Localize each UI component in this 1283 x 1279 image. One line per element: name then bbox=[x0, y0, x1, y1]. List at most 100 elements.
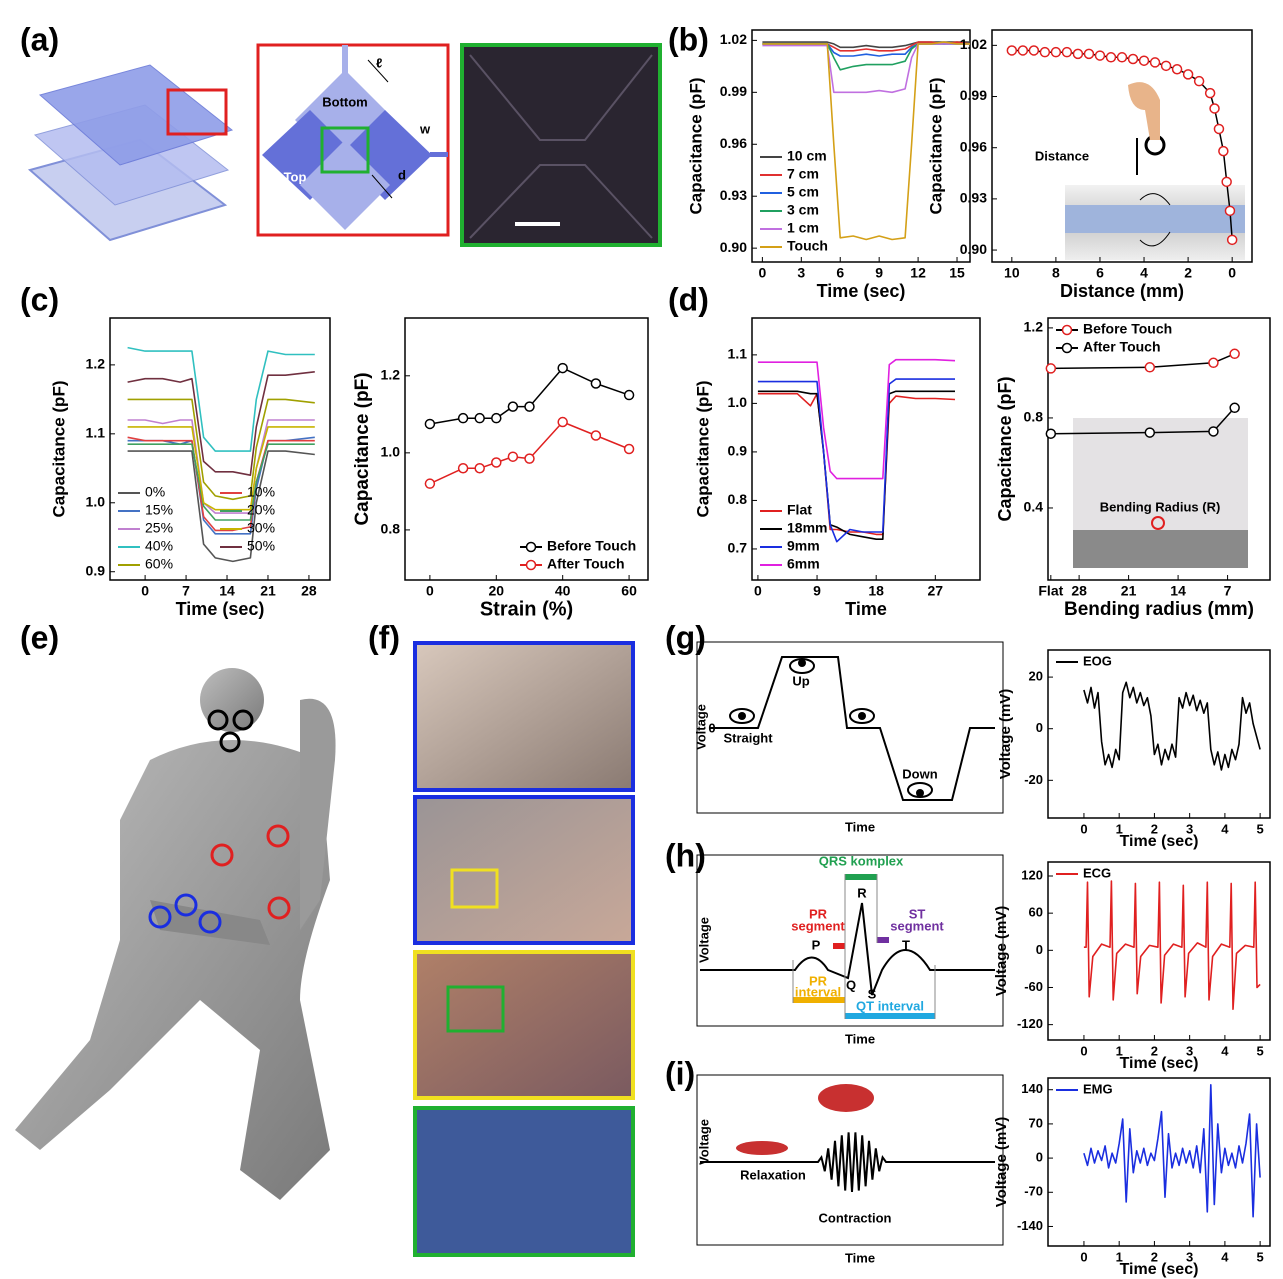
data-point bbox=[459, 464, 468, 473]
label: Bottom bbox=[322, 94, 368, 109]
x-tick-label: 21 bbox=[260, 583, 276, 599]
y-tick-label: 0.96 bbox=[720, 135, 747, 151]
data-point bbox=[475, 414, 484, 423]
data-point bbox=[1145, 363, 1154, 372]
data-point bbox=[558, 364, 567, 373]
legend-label: 6mm bbox=[787, 556, 820, 572]
bending-photo-part bbox=[1073, 530, 1248, 568]
data-point bbox=[425, 479, 434, 488]
ecg-diagram-part bbox=[697, 855, 1003, 1026]
legend-label: 20% bbox=[247, 502, 275, 518]
data-point bbox=[1046, 364, 1055, 373]
label: Distance bbox=[1035, 148, 1089, 163]
label: Q bbox=[846, 977, 856, 992]
panel-label: (a) bbox=[20, 21, 59, 57]
eog-diagram-part bbox=[710, 657, 995, 800]
distance-inset-part bbox=[1065, 205, 1245, 233]
y-axis-label: Capacitance (pF) bbox=[693, 381, 712, 518]
y-tick-label: 1.02 bbox=[960, 36, 987, 52]
x-tick-label: 9 bbox=[875, 265, 883, 281]
data-point bbox=[1084, 49, 1093, 58]
x-tick-label: 2 bbox=[1184, 265, 1192, 281]
data-point bbox=[1184, 70, 1193, 79]
data-point bbox=[1129, 55, 1138, 64]
legend-marker bbox=[527, 543, 536, 552]
label: interval bbox=[795, 984, 841, 999]
y-tick-label: 1.2 bbox=[381, 366, 401, 382]
body-model bbox=[15, 668, 336, 1200]
y-axis-label: Voltage (mV) bbox=[993, 906, 1010, 997]
data-point bbox=[1230, 403, 1239, 412]
eog-diagram-part bbox=[798, 659, 806, 667]
ecg-diagram-part bbox=[845, 1013, 935, 1019]
x-tick-label: 10 bbox=[1004, 265, 1020, 281]
x-tick-label: 28 bbox=[1071, 583, 1087, 599]
electrode-schematic bbox=[258, 45, 448, 235]
y-tick-label: 1.2 bbox=[1024, 319, 1044, 335]
legend-label: 40% bbox=[145, 538, 173, 554]
data-point bbox=[1051, 48, 1060, 57]
y-tick-label: 1.0 bbox=[86, 493, 106, 509]
data-point bbox=[1219, 147, 1228, 156]
y-tick-label: 120 bbox=[1021, 867, 1043, 882]
x-tick-label: 7 bbox=[182, 583, 190, 599]
legend-label: 3 cm bbox=[787, 202, 819, 218]
legend-label: 60% bbox=[145, 556, 173, 572]
legend-label: After Touch bbox=[1083, 339, 1161, 355]
legend-label: EOG bbox=[1083, 653, 1112, 668]
data-point bbox=[508, 452, 517, 461]
eog-diagram-part bbox=[738, 712, 746, 720]
data-point bbox=[1118, 53, 1127, 62]
body-model-part bbox=[15, 740, 330, 1200]
chart: 012345-120-60060120Time (sec)Voltage (mV… bbox=[993, 862, 1270, 1072]
y-tick-label: 0.90 bbox=[960, 241, 987, 257]
data-point bbox=[525, 402, 534, 411]
x-tick-label: 28 bbox=[301, 583, 317, 599]
y-tick-label: 0.4 bbox=[1024, 499, 1044, 515]
x-tick-label: 5 bbox=[1257, 1043, 1264, 1058]
legend-marker bbox=[1063, 344, 1072, 353]
x-tick-label: 0 bbox=[754, 583, 762, 599]
legend-label: 50% bbox=[247, 538, 275, 554]
x-tick-label: 60 bbox=[621, 583, 637, 599]
x-tick-label: 8 bbox=[1052, 265, 1060, 281]
plot-frame bbox=[110, 318, 330, 580]
label: Straight bbox=[723, 730, 773, 745]
x-tick-label: 0 bbox=[1228, 265, 1236, 281]
x-tick-label: 0 bbox=[426, 583, 434, 599]
x-label: Time bbox=[845, 1250, 875, 1265]
panel-label: (e) bbox=[20, 619, 59, 655]
data-point bbox=[508, 402, 517, 411]
x-tick-label: 3 bbox=[797, 265, 805, 281]
x-tick-label: 20 bbox=[489, 583, 505, 599]
data-point bbox=[591, 379, 600, 388]
emg-diagram-part bbox=[818, 1084, 874, 1112]
label: Top bbox=[284, 169, 307, 184]
x-tick-label: 4 bbox=[1221, 821, 1229, 836]
y-label: Voltage bbox=[696, 1119, 711, 1165]
y-tick-label: 0 bbox=[1036, 720, 1043, 735]
y-tick-label: 1.0 bbox=[381, 444, 401, 460]
data-point bbox=[1230, 349, 1239, 358]
y-tick-label: 0.8 bbox=[381, 521, 401, 537]
label: ℓ bbox=[376, 55, 382, 70]
series-line bbox=[1084, 881, 1260, 1009]
label: d bbox=[398, 167, 406, 182]
y-tick-label: 0.99 bbox=[960, 87, 987, 103]
data-point bbox=[591, 431, 600, 440]
x-tick-label: 0 bbox=[141, 583, 149, 599]
data-point bbox=[1210, 104, 1219, 113]
x-tick-label: 40 bbox=[555, 583, 571, 599]
eog-diagram-part bbox=[858, 712, 866, 720]
series-line bbox=[758, 360, 955, 479]
chart: 02040600.81.01.2Strain (%)Capacitance (p… bbox=[352, 318, 648, 620]
y-tick-label: 70 bbox=[1029, 1115, 1043, 1130]
micrograph bbox=[462, 45, 660, 245]
data-point bbox=[1140, 56, 1149, 65]
data-point bbox=[1145, 428, 1154, 437]
legend-label: 18mm bbox=[787, 520, 827, 536]
y-tick-label: 1.1 bbox=[86, 425, 106, 441]
x-tick-label: 6 bbox=[836, 265, 844, 281]
label: T bbox=[902, 937, 910, 952]
